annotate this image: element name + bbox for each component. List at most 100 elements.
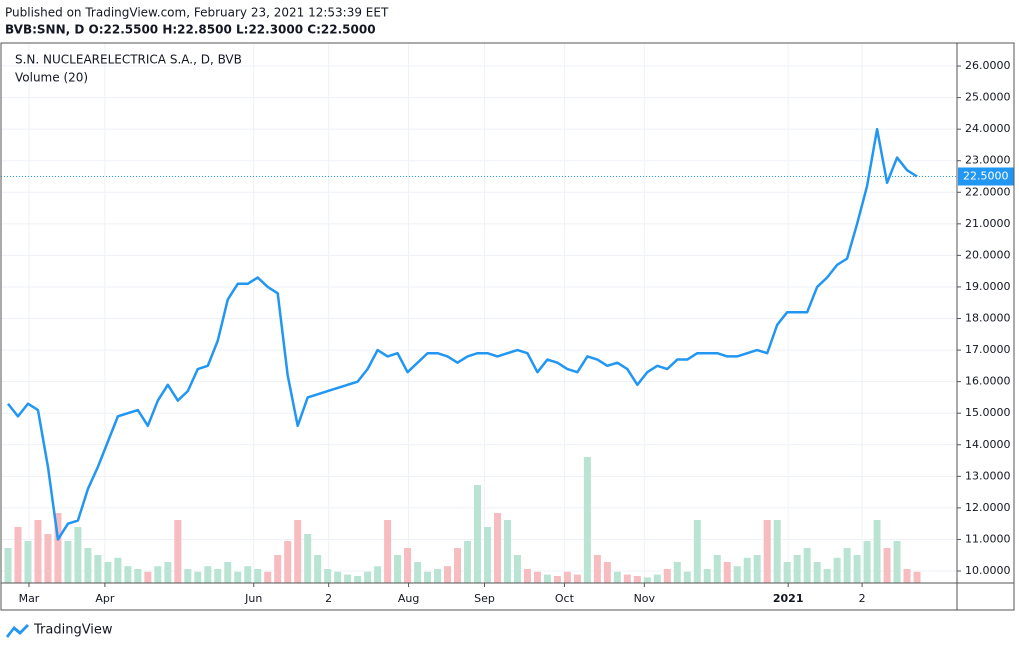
y-tick-label: 13.0000 xyxy=(965,469,1011,482)
volume-bar xyxy=(743,557,751,583)
volume-bar xyxy=(913,571,921,583)
volume-bar xyxy=(763,520,771,583)
y-tick-label: 17.0000 xyxy=(965,343,1011,356)
y-tick-label: 16.0000 xyxy=(965,375,1011,388)
volume-bar xyxy=(34,520,42,583)
volume-bar xyxy=(164,562,172,583)
volume-bar xyxy=(773,520,781,583)
y-tick-label: 25.0000 xyxy=(965,91,1011,104)
volume-bar xyxy=(573,574,581,583)
volume-bar xyxy=(144,571,152,583)
volume-bar xyxy=(134,569,142,583)
y-tick-label: 24.0000 xyxy=(965,122,1011,135)
volume-bar xyxy=(264,571,272,583)
volume-bar xyxy=(493,513,501,583)
volume-bar xyxy=(683,571,691,583)
volume-bar xyxy=(863,541,871,583)
volume-bar xyxy=(434,569,442,583)
volume-bar xyxy=(4,548,12,583)
volume-bar xyxy=(733,566,741,583)
volume-bar xyxy=(374,566,382,583)
volume-bar xyxy=(713,555,721,583)
volume-bar xyxy=(224,562,232,583)
x-tick-label: Mar xyxy=(19,592,40,605)
last-price-box xyxy=(958,167,1014,186)
volume-bar xyxy=(783,562,791,583)
y-tick-label: 23.0000 xyxy=(965,154,1011,167)
y-tick-label: 19.0000 xyxy=(965,280,1011,293)
volume-bar xyxy=(364,571,372,583)
volume-bar xyxy=(723,562,731,583)
x-tick-label: Apr xyxy=(95,592,115,605)
volume-bar xyxy=(14,527,22,583)
volume-bar xyxy=(124,566,132,583)
volume-bar xyxy=(254,569,262,583)
volume-bar xyxy=(503,520,511,583)
volume-bar xyxy=(84,548,92,583)
volume-bar xyxy=(454,548,462,583)
volume-bar xyxy=(104,562,112,583)
volume-bar xyxy=(533,571,541,583)
volume-bar xyxy=(813,562,821,583)
volume-bar xyxy=(643,577,651,583)
volume-bar xyxy=(384,520,392,583)
y-tick-label: 11.0000 xyxy=(965,532,1011,545)
volume-bar xyxy=(354,576,362,583)
volume-bar xyxy=(543,574,551,583)
volume-bar xyxy=(64,541,72,583)
volume-bar xyxy=(244,566,252,583)
volume-bar xyxy=(234,571,242,583)
volume-bar xyxy=(474,485,482,583)
volume-bar xyxy=(833,557,841,583)
volume-bar xyxy=(653,574,661,583)
volume-bar xyxy=(583,457,591,583)
volume-bar xyxy=(883,548,891,583)
volume-bar xyxy=(693,520,701,583)
volume-bar xyxy=(44,534,52,583)
x-tick-label: 2021 xyxy=(773,592,804,605)
x-tick-label: Aug xyxy=(398,592,419,605)
published-note: Published on TradingView.com, February 2… xyxy=(5,6,389,20)
volume-bar xyxy=(24,541,32,583)
volume-bar xyxy=(204,566,212,583)
logo xyxy=(6,624,29,638)
x-tick-label: 2 xyxy=(325,592,332,605)
y-tick-label: 14.0000 xyxy=(965,438,1011,451)
volume-bar xyxy=(633,576,641,583)
volume-bar xyxy=(563,571,571,583)
volume-bar xyxy=(553,576,561,583)
volume-bar xyxy=(623,574,631,583)
volume-bar xyxy=(873,520,881,583)
volume-bar xyxy=(334,571,342,583)
volume-bar xyxy=(823,569,831,583)
volume-bar xyxy=(613,571,621,583)
brand: TradingView xyxy=(33,623,113,638)
volume-bar xyxy=(663,569,671,583)
volume-bar xyxy=(593,555,601,583)
volume-bar xyxy=(344,574,352,583)
volume-bar xyxy=(294,520,302,583)
volume-bar xyxy=(603,562,611,583)
legend-volume: Volume (20) xyxy=(15,71,88,85)
price-line xyxy=(7,127,918,541)
y-tick-label: 10.0000 xyxy=(965,564,1011,577)
volume-bar xyxy=(843,548,851,583)
volume-bar xyxy=(893,541,901,583)
logo-icon xyxy=(6,624,29,638)
volume-bar xyxy=(903,569,911,583)
last-price-label: 22.5000 xyxy=(963,170,1009,183)
y-tick-label: 20.0000 xyxy=(965,248,1011,261)
volume-bar xyxy=(74,527,82,583)
volume-bar xyxy=(853,555,861,583)
legend-title: S.N. NUCLEARELECTRICA S.A., D, BVB xyxy=(15,53,242,67)
volume-bar xyxy=(54,513,62,583)
volume-bar xyxy=(284,541,292,583)
volume-bar xyxy=(114,557,122,583)
volume-bar xyxy=(803,548,811,583)
volume-bar xyxy=(673,562,681,583)
volume-bar xyxy=(523,569,531,583)
volume-bar xyxy=(314,555,322,583)
x-tick-label: Nov xyxy=(634,592,656,605)
volume-bar xyxy=(94,555,102,583)
